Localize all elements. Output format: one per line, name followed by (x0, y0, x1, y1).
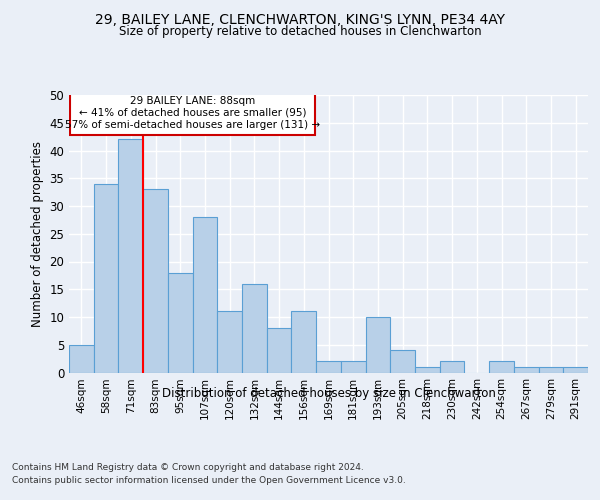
FancyBboxPatch shape (70, 94, 315, 135)
Text: Size of property relative to detached houses in Clenchwarton: Size of property relative to detached ho… (119, 25, 481, 38)
Text: ← 41% of detached houses are smaller (95): ← 41% of detached houses are smaller (95… (79, 108, 307, 118)
Bar (390, 350, 415, 372)
Bar (489, 362, 514, 372)
Y-axis label: Number of detached properties: Number of detached properties (31, 141, 44, 327)
Bar (316, 362, 341, 372)
Bar (292, 312, 316, 372)
Text: Distribution of detached houses by size in Clenchwarton: Distribution of detached houses by size … (162, 388, 496, 400)
Bar (341, 362, 365, 372)
Bar (242, 284, 267, 372)
Bar (563, 367, 588, 372)
Bar (514, 367, 539, 372)
Bar (539, 367, 563, 372)
Text: 57% of semi-detached houses are larger (131) →: 57% of semi-detached houses are larger (… (65, 120, 320, 130)
Bar (193, 217, 217, 372)
Bar (415, 367, 440, 372)
Bar (69, 345, 94, 372)
Bar (168, 272, 193, 372)
Text: Contains HM Land Registry data © Crown copyright and database right 2024.: Contains HM Land Registry data © Crown c… (12, 462, 364, 471)
Bar (118, 140, 143, 372)
Bar (365, 317, 390, 372)
Bar (217, 312, 242, 372)
Text: 29 BAILEY LANE: 88sqm: 29 BAILEY LANE: 88sqm (130, 96, 255, 106)
Bar (267, 328, 292, 372)
Bar (440, 362, 464, 372)
Text: Contains public sector information licensed under the Open Government Licence v3: Contains public sector information licen… (12, 476, 406, 485)
Bar (143, 190, 168, 372)
Bar (94, 184, 118, 372)
Text: 29, BAILEY LANE, CLENCHWARTON, KING'S LYNN, PE34 4AY: 29, BAILEY LANE, CLENCHWARTON, KING'S LY… (95, 12, 505, 26)
